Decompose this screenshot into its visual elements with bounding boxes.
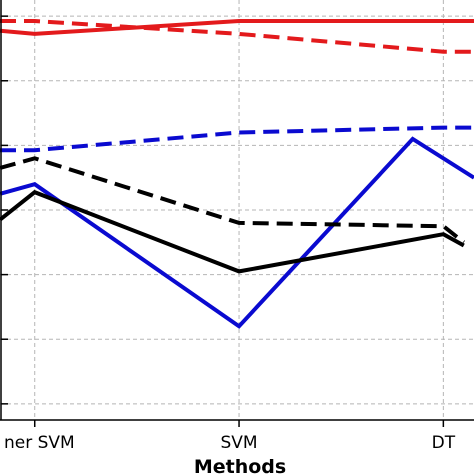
x-tick-label-1: SVM xyxy=(220,433,257,453)
series-line-1 xyxy=(0,19,474,54)
series-line-0 xyxy=(0,19,474,36)
series-line-3 xyxy=(0,136,474,329)
x-tick-labels: ner SVM SVM DT xyxy=(4,433,456,453)
series-lines xyxy=(0,19,474,329)
x-axis-label: Methods xyxy=(194,456,286,474)
x-tick-label-0: ner SVM xyxy=(4,433,75,453)
axes xyxy=(0,0,474,427)
x-tick-label-2: DT xyxy=(432,433,456,453)
series-line-5 xyxy=(0,189,465,274)
series-line-4 xyxy=(0,156,466,244)
